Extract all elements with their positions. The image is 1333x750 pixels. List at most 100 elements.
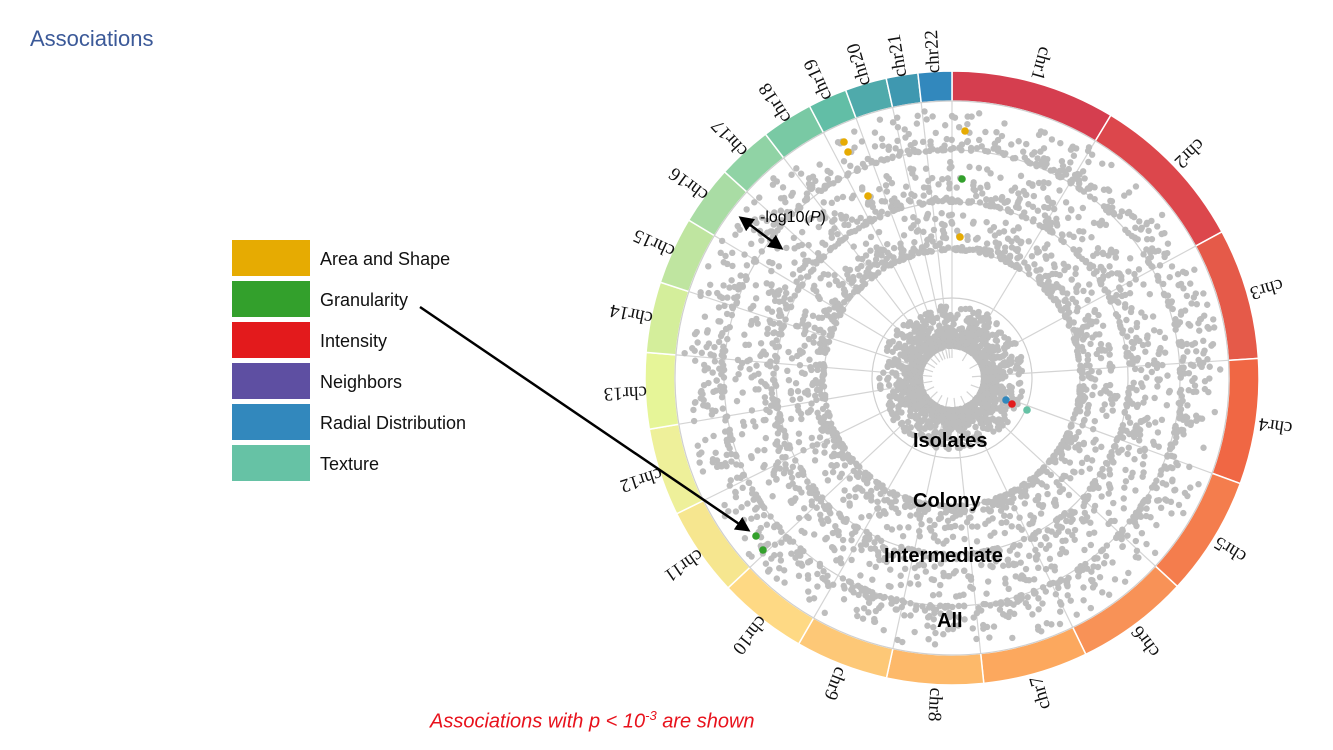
association-point bbox=[876, 185, 883, 193]
association-point bbox=[967, 415, 974, 423]
association-point bbox=[830, 325, 838, 332]
association-point bbox=[980, 317, 987, 324]
association-point bbox=[1091, 306, 1099, 314]
association-point bbox=[1101, 401, 1108, 408]
association-point bbox=[1015, 380, 1023, 387]
association-point bbox=[1006, 356, 1013, 363]
association-point bbox=[854, 167, 862, 174]
association-point bbox=[926, 188, 933, 195]
association-point bbox=[809, 181, 816, 189]
chromosome-label: chr10 bbox=[728, 611, 771, 658]
association-point bbox=[1143, 374, 1150, 381]
association-point bbox=[955, 614, 963, 621]
association-point bbox=[1205, 325, 1213, 332]
association-point bbox=[1035, 595, 1042, 602]
association-point bbox=[1155, 247, 1162, 254]
association-point bbox=[761, 380, 769, 388]
association-point bbox=[805, 335, 813, 343]
association-point bbox=[993, 128, 1000, 136]
association-point bbox=[1105, 187, 1113, 194]
association-point bbox=[760, 348, 767, 355]
association-point bbox=[902, 134, 909, 141]
association-point bbox=[897, 244, 905, 252]
association-point bbox=[794, 388, 802, 395]
association-point bbox=[696, 459, 703, 466]
association-point bbox=[943, 317, 951, 324]
association-point bbox=[937, 430, 945, 437]
association-point bbox=[738, 431, 746, 438]
association-point bbox=[869, 576, 876, 583]
association-point bbox=[826, 281, 833, 288]
association-point bbox=[921, 108, 928, 115]
association-point bbox=[1023, 140, 1030, 148]
association-point bbox=[1158, 211, 1166, 219]
association-point bbox=[1153, 364, 1161, 372]
association-point bbox=[1102, 221, 1110, 229]
association-point bbox=[1078, 459, 1086, 467]
association-point bbox=[983, 590, 990, 597]
association-point bbox=[1075, 428, 1082, 436]
association-point bbox=[871, 129, 879, 136]
association-point bbox=[1067, 159, 1074, 166]
association-point bbox=[907, 512, 914, 519]
association-point bbox=[1132, 183, 1140, 190]
association-point bbox=[1168, 263, 1176, 270]
association-point bbox=[768, 228, 776, 235]
association-point bbox=[1138, 529, 1146, 537]
association-point bbox=[866, 215, 873, 222]
association-point bbox=[889, 338, 896, 345]
association-point bbox=[980, 600, 987, 608]
association-point bbox=[915, 527, 923, 535]
association-point bbox=[797, 170, 805, 177]
association-point bbox=[1116, 284, 1123, 291]
association-point bbox=[1018, 238, 1025, 245]
association-point bbox=[1044, 241, 1051, 248]
association-point bbox=[1029, 151, 1036, 158]
association-point bbox=[958, 141, 966, 148]
association-point bbox=[979, 439, 987, 447]
association-point bbox=[992, 239, 999, 246]
association-point bbox=[715, 338, 723, 346]
association-point bbox=[1139, 460, 1147, 468]
association-point bbox=[930, 624, 937, 631]
chromosome-label: chr20 bbox=[843, 41, 875, 88]
association-point bbox=[1099, 589, 1106, 596]
association-point bbox=[1022, 565, 1030, 573]
chromosome-label: chr5 bbox=[1211, 532, 1251, 568]
association-point bbox=[966, 316, 974, 323]
association-point bbox=[1161, 291, 1168, 299]
association-point bbox=[1105, 272, 1112, 279]
association-point bbox=[1070, 233, 1077, 241]
association-point bbox=[1094, 245, 1102, 252]
association-point bbox=[1084, 356, 1092, 363]
association-point bbox=[819, 405, 827, 413]
association-point bbox=[1129, 360, 1136, 367]
association-point bbox=[899, 597, 906, 604]
association-point bbox=[788, 192, 795, 199]
association-point bbox=[1150, 438, 1157, 446]
association-point bbox=[1017, 172, 1025, 180]
association-point bbox=[1044, 195, 1051, 202]
association-point bbox=[940, 550, 947, 558]
association-point bbox=[948, 196, 956, 203]
association-point bbox=[971, 351, 979, 358]
association-point bbox=[1123, 403, 1131, 410]
association-point bbox=[1021, 500, 1029, 507]
association-point bbox=[796, 361, 804, 369]
association-point bbox=[1070, 468, 1077, 475]
association-point bbox=[1014, 247, 1021, 255]
association-point bbox=[885, 382, 893, 389]
association-point bbox=[1088, 576, 1095, 584]
association-point bbox=[920, 228, 927, 236]
association-point bbox=[1133, 547, 1141, 555]
association-point bbox=[1196, 327, 1203, 334]
association-point bbox=[1035, 492, 1042, 500]
association-point bbox=[1004, 597, 1011, 604]
association-point bbox=[1155, 496, 1163, 504]
association-point bbox=[955, 602, 962, 610]
association-point bbox=[1143, 235, 1151, 243]
association-point bbox=[896, 382, 903, 390]
association-point bbox=[1192, 412, 1200, 419]
association-point bbox=[1073, 611, 1080, 618]
association-point bbox=[839, 306, 847, 313]
